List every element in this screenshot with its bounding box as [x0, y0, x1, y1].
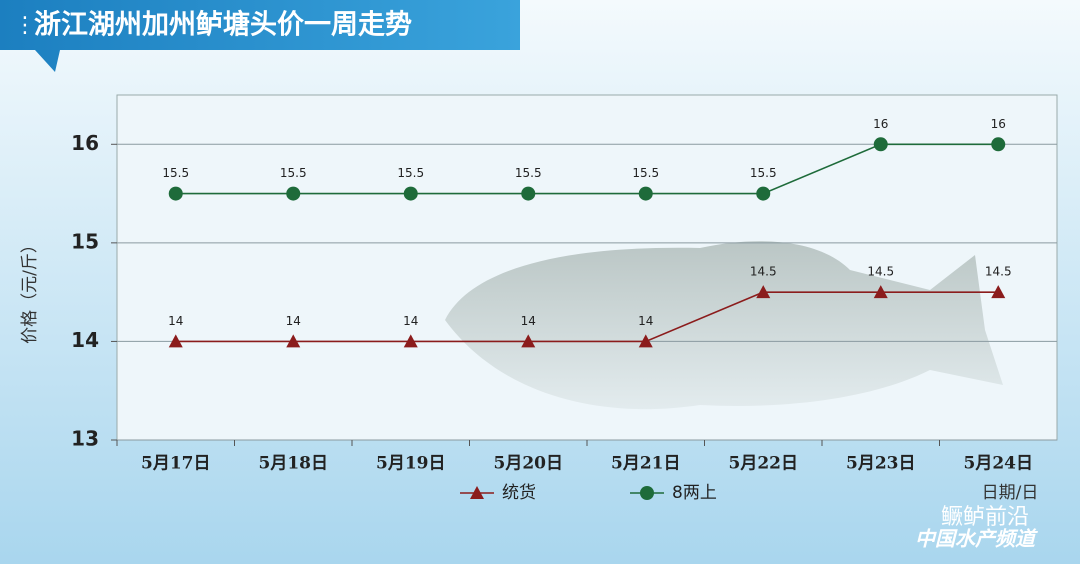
triangle-marker: [991, 285, 1006, 299]
data-label: 14: [286, 314, 301, 328]
data-label: 15.5: [162, 166, 189, 180]
data-label: 14.5: [867, 265, 894, 279]
x-tick-label: 5月21日: [611, 454, 681, 474]
data-label: 14: [168, 314, 183, 328]
x-tick-label: 5月22日: [729, 454, 799, 474]
triangle-marker: [403, 334, 418, 348]
x-tick-label: 5月19日: [376, 454, 446, 474]
circle-marker: [521, 186, 536, 201]
circle-marker: [168, 186, 183, 201]
legend-marker: [640, 486, 654, 500]
x-axis-label: 日期/日: [982, 483, 1039, 503]
series-line: [175, 143, 999, 195]
series-line: [175, 291, 999, 343]
circle-marker: [638, 186, 653, 201]
data-label: 15.5: [632, 166, 659, 180]
fish-illustration: [445, 241, 1003, 410]
title-banner: [0, 0, 520, 72]
triangle-marker: [638, 334, 653, 348]
data-label: 14: [638, 314, 653, 328]
chart-title: 浙江湖州加州鲈塘头价一周走势: [34, 9, 412, 41]
y-tick-label: 16: [71, 131, 99, 155]
legend-marker: [470, 486, 484, 499]
y-tick-label: 15: [71, 229, 99, 253]
data-label: 15.5: [515, 166, 542, 180]
legend-label: 8两上: [672, 483, 717, 503]
watermark-channel: 中国水产频道: [915, 527, 1038, 551]
circle-marker: [756, 186, 771, 201]
data-label: 14: [521, 314, 536, 328]
x-tick-label: 5月18日: [259, 454, 329, 474]
legend-label: 统货: [502, 483, 536, 503]
circle-marker: [286, 186, 301, 201]
data-label: 14: [403, 314, 418, 328]
y-tick-label: 14: [71, 328, 99, 352]
y-axis-label: 价格（元/斤）: [20, 236, 40, 344]
triangle-marker: [756, 285, 771, 299]
plot: 13 14 15 16 5月17日 5月18日 5月19日 5月20日 5月21日 5月22日 5月…: [71, 117, 1057, 503]
data-label: 15.5: [397, 166, 424, 180]
x-tick-label: 5月24日: [964, 454, 1034, 474]
circle-marker: [873, 137, 888, 152]
watermark-name: 鳜鲈前沿: [941, 505, 1029, 530]
triangle-marker: [873, 285, 888, 299]
banner-dots: ⋮: [14, 13, 36, 38]
triangle-marker: [286, 334, 301, 348]
x-tick-label: 5月23日: [846, 454, 916, 474]
triangle-marker: [168, 334, 183, 348]
data-label: 14.5: [985, 265, 1012, 279]
data-label: 15.5: [280, 166, 307, 180]
data-label: 16: [991, 117, 1006, 131]
data-label: 14.5: [750, 265, 777, 279]
x-tick-label: 5月17日: [141, 454, 211, 474]
circle-marker: [991, 137, 1006, 152]
y-tick-label: 13: [71, 427, 99, 451]
circle-marker: [403, 186, 418, 201]
data-label: 15.5: [750, 166, 777, 180]
x-tick-label: 5月20日: [494, 454, 564, 474]
data-label: 16: [873, 117, 888, 131]
triangle-marker: [521, 334, 536, 348]
